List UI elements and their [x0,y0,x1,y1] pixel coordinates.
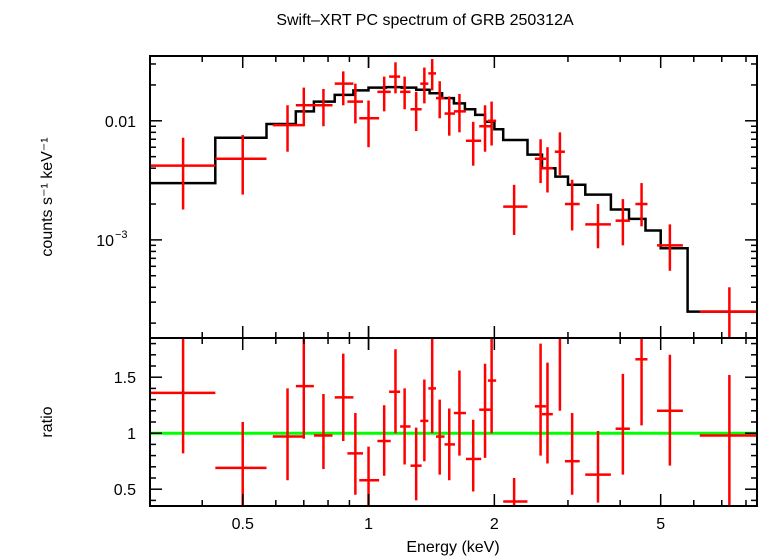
data-point [699,287,757,338]
data-point [465,121,482,166]
spectrum-panel: 0.01 10 −3 counts s⁻¹ keV⁻¹ [39,55,758,350]
y-tick-label: 1.5 [114,370,136,387]
ratio-point [541,362,553,464]
data-point [657,224,683,271]
ratio-frame [149,337,758,507]
data-point [215,134,267,195]
ratio-point [334,353,354,442]
ratio-marks [150,338,757,506]
data-point [295,87,314,127]
ratio-point [585,430,611,503]
ratio-point [428,338,436,434]
data-point [503,184,528,235]
chart-title: Swift–XRT PC spectrum of GRB 250312A [276,12,574,29]
ratio-point [564,413,580,495]
data-point [420,67,429,104]
y-tick-label: 0.5 [114,482,136,499]
ratio-point [389,349,401,434]
data-point [479,105,492,152]
ratio-panel: 0.5 1 2 5 0.5 1 1.5 ratio Energy (keV) [39,337,758,556]
data-point [359,100,380,148]
ratio-point [503,478,528,506]
ratio-point [465,419,482,492]
data-point [554,132,565,176]
data-point [615,199,630,246]
ratio-point [635,338,648,426]
ratio-point [699,374,757,506]
ratio-ylabel: ratio [39,406,56,437]
x-tick-label: 5 [656,516,665,533]
energy-xlabel: Energy (keV) [406,539,499,556]
ratio-ticks: 0.5 1 2 5 0.5 1 1.5 [114,338,757,533]
ratio-point [215,422,267,506]
data-point [487,101,497,146]
ratio-point [400,388,411,465]
data-point [389,62,401,94]
ratio-point [534,343,547,456]
data-point [444,96,455,136]
data-point [313,88,333,127]
data-point [585,204,611,249]
ratio-point [479,363,492,458]
data-point [347,83,364,124]
ratio-point [453,370,466,456]
ratio-point [420,379,429,462]
model-step-line [150,85,757,313]
y-tick-label: 0.01 [105,114,136,131]
data-point [410,91,422,132]
ratio-point [615,373,630,475]
ratio-point [487,338,497,434]
ratio-point [295,338,314,439]
spectrum-marks [150,59,757,338]
data-point [272,105,304,152]
ratio-point [272,388,304,481]
y-tick-label: 10 [96,233,114,250]
data-point [334,71,354,106]
ratio-point [347,413,364,495]
y-tick-exponent: −3 [115,229,128,241]
data-point [453,93,466,133]
data-point [564,179,580,231]
data-point [435,81,445,119]
x-tick-label: 2 [490,516,499,533]
data-point [150,137,216,210]
ratio-point [444,408,455,481]
data-point [377,76,391,112]
y-tick-label: 1 [127,426,136,443]
data-point [534,139,547,184]
spectrum-ylabel: counts s⁻¹ keV⁻¹ [39,137,56,256]
ratio-point [313,394,333,470]
data-point [635,183,648,227]
ratio-point [435,399,445,475]
ratio-point [410,427,422,501]
ratio-point [150,338,216,454]
x-tick-label: 1 [364,516,373,533]
data-point [541,147,553,193]
ratio-point [377,405,391,476]
data-point [400,76,411,110]
spectrum-ticks: 0.01 10 −3 [96,56,757,350]
x-tick-label: 0.5 [232,516,254,533]
ratio-point [657,354,683,466]
data-point [428,59,436,91]
